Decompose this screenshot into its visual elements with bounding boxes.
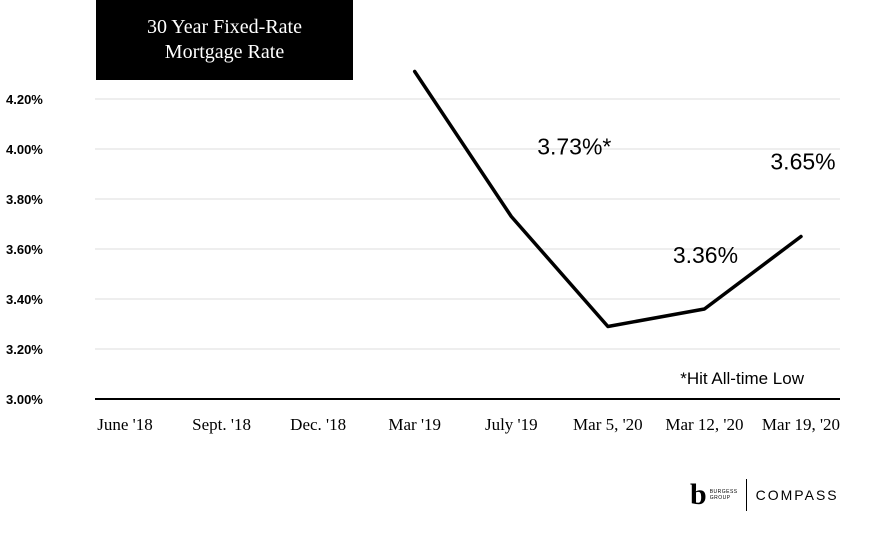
chart-title-line2: Mortgage Rate <box>164 41 285 63</box>
series-line <box>412 69 803 329</box>
y-tick-label: 3.80% <box>6 192 43 207</box>
y-tick-label: 3.40% <box>6 292 43 307</box>
chart-title-box: 30 Year Fixed-Rate Mortgage Rate <box>96 0 353 80</box>
logo-divider <box>745 479 747 511</box>
x-tick-label: Sept. '18 <box>192 415 251 434</box>
x-tick-label: Mar '19 <box>388 415 441 434</box>
y-tick-label: 3.60% <box>6 242 43 257</box>
y-tick-label: 3.20% <box>6 342 43 357</box>
footnote: *Hit All-time Low <box>680 369 804 388</box>
y-tick-label: 3.00% <box>6 392 43 407</box>
compass-logo: COMPASS <box>755 487 839 503</box>
x-tick-label: Dec. '18 <box>290 415 346 434</box>
burgess-text: BURGESS <box>709 489 738 495</box>
data-label: 3.36% <box>673 242 738 268</box>
x-tick-label: June '18 <box>97 415 152 434</box>
data-label: 3.73%* <box>537 134 611 160</box>
x-tick-label: Mar 19, '20 <box>762 415 840 434</box>
data-label: 3.65% <box>770 149 835 175</box>
group-text: GROUP <box>709 495 731 501</box>
burgess-group-wordmark: BURGESS GROUP <box>710 489 738 501</box>
x-tick-label: Mar 5, '20 <box>573 415 643 434</box>
brand-logo: b BURGESS GROUP COMPASS <box>690 478 839 512</box>
burgess-group-logo-mark: b <box>690 478 707 511</box>
x-tick-label: July '19 <box>485 415 538 434</box>
x-tick-label: Mar 12, '20 <box>665 415 743 434</box>
y-tick-label: 4.00% <box>6 142 43 157</box>
y-tick-label: 4.20% <box>6 92 43 107</box>
chart-title-line1: 30 Year Fixed-Rate <box>147 16 302 38</box>
